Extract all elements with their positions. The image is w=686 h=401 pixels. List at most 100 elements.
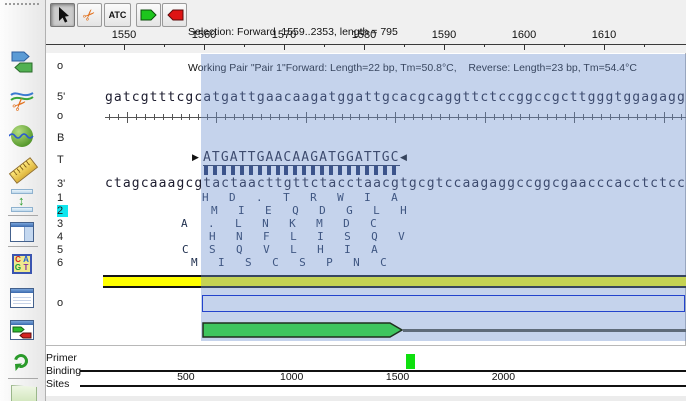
translation-frame-3: A.LNKMDC (181, 217, 398, 230)
scale-tick-minor (359, 114, 361, 120)
scale-tick-minor (430, 114, 432, 120)
scale-tick-minor (556, 114, 558, 120)
row-label-3[interactable]: 3 (57, 218, 64, 230)
translation-frame-2: MIEQDGLH (211, 204, 428, 217)
primer-binding-title: Primer Binding Sites (46, 352, 82, 390)
hybridization-icon[interactable] (9, 124, 37, 152)
scale-tick-minor (135, 114, 137, 120)
primer-match-tick (356, 166, 361, 175)
row-label-o: o (57, 60, 64, 72)
row-label-3': 3' (57, 178, 66, 190)
base-blocks-icon[interactable]: C A G T (9, 252, 37, 280)
reverse-strand[interactable]: ctagcaaagcgtactaacttgttctacctaacgtgcgtcc… (105, 176, 686, 191)
row-label-6[interactable]: 6 (57, 257, 64, 269)
scale-tick-minor (618, 114, 620, 120)
scale-tick-minor (109, 114, 110, 120)
scale-tick-minor (529, 114, 531, 120)
scale-tick-minor (278, 114, 280, 120)
row-label-1[interactable]: 1 (57, 192, 64, 204)
toolbar-grip[interactable] (5, 3, 39, 5)
scale-tick-minor (502, 114, 504, 120)
orf-bar (103, 275, 686, 288)
ruler-icon[interactable] (8, 156, 39, 184)
cut-sequence-icon[interactable]: ✂ (8, 88, 37, 116)
row-label-5': 5' (57, 91, 66, 103)
sidebar-separator (8, 378, 38, 379)
row-label-o: o (57, 110, 64, 122)
scale-tick-major (395, 112, 397, 123)
up-down-arrow-icon: ↕ (18, 193, 25, 208)
scale-tick-minor (180, 114, 182, 120)
binding-axis-line-top (80, 370, 686, 372)
scale-tick-minor (162, 114, 164, 120)
primer-match-tick (311, 166, 316, 175)
feature-box (202, 295, 685, 312)
scale-tick-minor (422, 114, 424, 120)
window-layout-icon[interactable] (9, 220, 37, 248)
scale-tick-minor (377, 114, 379, 120)
row-label-5[interactable]: 5 (57, 244, 64, 256)
refresh-icon[interactable] (7, 350, 37, 378)
cursor-tool-button[interactable] (50, 3, 75, 27)
forward-primer-tool-button[interactable] (136, 3, 161, 27)
primer-match-tick (320, 166, 325, 175)
primer-pairs-icon[interactable] (9, 318, 37, 346)
atc-tool-button[interactable]: ATC (104, 3, 131, 27)
row-label-4[interactable]: 4 (57, 231, 64, 243)
primer-match-tick (266, 166, 271, 175)
scale-tick-minor (681, 114, 683, 120)
primer-match-tick (257, 166, 262, 175)
row-label-2[interactable]: 2 (57, 205, 68, 217)
cut-tool-button[interactable]: ✂ (77, 3, 102, 27)
scale-tick-minor (198, 114, 200, 120)
scale-tick-minor (583, 114, 585, 120)
primer-match-tick (248, 166, 253, 175)
primer-end-marker: ◀ (400, 153, 407, 163)
primer-match-tick (275, 166, 280, 175)
scale-tick-minor (538, 114, 540, 120)
scale-tick-minor (627, 114, 629, 120)
forward-strand[interactable]: gatcgtttcgcatgattgaacaagatggattgcacgcagg… (105, 90, 686, 105)
primer-match-tick (364, 166, 369, 175)
scale-tick-minor (600, 114, 602, 120)
scale-tick-major (574, 112, 576, 123)
reverse-primer-tool-button[interactable] (162, 3, 187, 27)
binding-site-marker[interactable] (406, 354, 416, 369)
scale-tick-minor (591, 114, 593, 120)
primer-match-tick (293, 166, 298, 175)
ruler-baseline (46, 44, 686, 45)
wave-shape (9, 133, 34, 139)
scale-tick-minor (368, 114, 370, 120)
scale-tick-minor (207, 114, 209, 120)
scale-tick-minor (323, 114, 325, 120)
sidebar: ✂ ↕ C A G T (0, 0, 46, 401)
scale-tick-minor (466, 114, 468, 120)
forward-primer-arrow[interactable] (202, 322, 404, 338)
scale-tick-minor (520, 114, 522, 120)
expand-rows-icon[interactable]: ↕ (9, 188, 37, 214)
primer-match-tick (284, 166, 289, 175)
primer-match-tick (338, 166, 343, 175)
scale-tick-minor (645, 114, 647, 120)
primer-match-tick (302, 166, 307, 175)
scale-tick-minor (171, 114, 173, 120)
scale-tick-minor (493, 114, 495, 120)
scale-tick-minor (636, 114, 638, 120)
scale-tick-major (126, 112, 128, 123)
primer-annotation[interactable]: ATGATTGAACAAGATGGATTGC (203, 150, 400, 166)
primer-match-tick (230, 166, 235, 175)
row-label-T: T (57, 154, 64, 166)
scale-tick-minor (234, 114, 236, 120)
row-label-B: B (57, 132, 65, 144)
translation-frame-1: HD.TRWIA (202, 191, 419, 204)
scale-tick-minor (457, 114, 459, 120)
primer-match-tick (347, 166, 352, 175)
primer-match-tick (373, 166, 378, 175)
sidebar-separator (8, 246, 38, 247)
scale-tick-minor (144, 114, 146, 120)
scale-tick-minor (296, 114, 298, 120)
primer-design-icon[interactable] (9, 50, 37, 78)
scale-tick-minor (341, 114, 343, 120)
bookmark-flag-icon[interactable] (9, 383, 37, 401)
report-table-icon[interactable] (9, 286, 37, 314)
